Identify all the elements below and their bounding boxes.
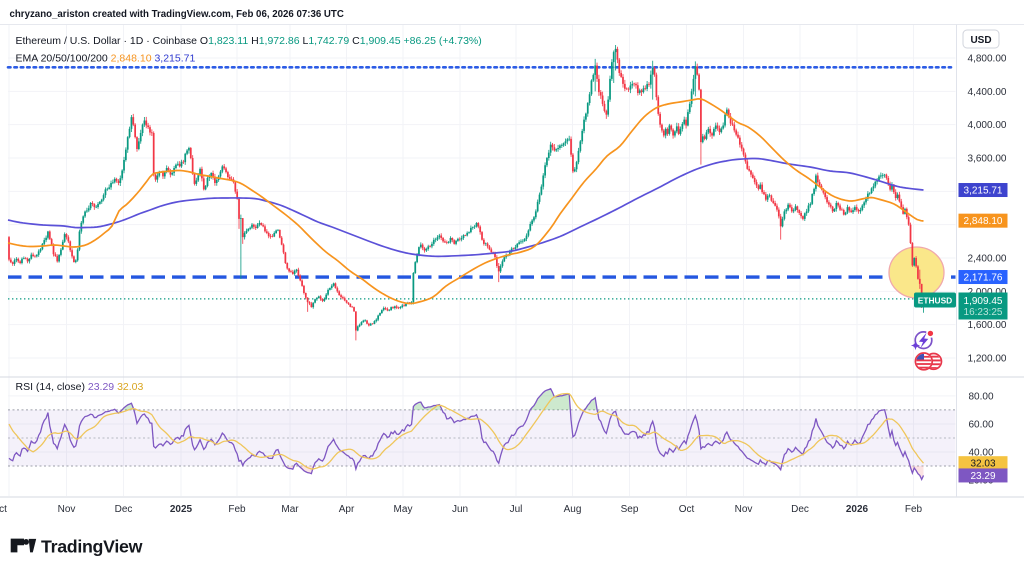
svg-text:Aug: Aug — [564, 504, 582, 515]
svg-text:Jun: Jun — [452, 504, 468, 515]
svg-text:EMA 20/50/100/200 2,848.10 3,: EMA 20/50/100/200 2,848.10 3,215.71 — [16, 53, 196, 65]
svg-text:Ethereum / U.S. Dollar · 1D ·: Ethereum / U.S. Dollar · 1D · Coinbase O… — [16, 35, 482, 47]
svg-text:May: May — [394, 504, 413, 515]
svg-text:RSI (14, close) 23.29 32.03: RSI (14, close) 23.29 32.03 — [16, 381, 144, 393]
svg-text:2,171.76: 2,171.76 — [964, 273, 1003, 284]
svg-text:2,000.00: 2,000.00 — [968, 287, 1007, 298]
svg-text:1,200.00: 1,200.00 — [968, 354, 1007, 365]
svg-text:chryzano_ariston created with: chryzano_ariston created with TradingVie… — [10, 9, 344, 20]
svg-text:40.00: 40.00 — [968, 448, 993, 459]
svg-text:Nov: Nov — [735, 504, 753, 515]
svg-text:23.29: 23.29 — [970, 471, 995, 482]
svg-text:Feb: Feb — [228, 504, 246, 515]
svg-text:4,800.00: 4,800.00 — [968, 54, 1007, 65]
svg-text:TradingView: TradingView — [41, 537, 143, 557]
svg-text:ETHUSD: ETHUSD — [918, 296, 952, 306]
svg-text:Apr: Apr — [339, 504, 355, 515]
svg-text:Dec: Dec — [791, 504, 809, 515]
svg-text:Sep: Sep — [621, 504, 639, 515]
svg-text:1,909.45: 1,909.45 — [964, 296, 1003, 307]
svg-text:80.00: 80.00 — [968, 391, 993, 402]
svg-text:2,400.00: 2,400.00 — [968, 254, 1007, 265]
svg-text:60.00: 60.00 — [968, 419, 993, 430]
svg-text:3,215.71: 3,215.71 — [964, 186, 1003, 197]
svg-text:4,000.00: 4,000.00 — [968, 120, 1007, 131]
svg-text:Feb: Feb — [905, 504, 923, 515]
svg-text:Mar: Mar — [281, 504, 299, 515]
svg-text:2025: 2025 — [170, 504, 193, 515]
svg-text:Dec: Dec — [115, 504, 133, 515]
svg-text:32.03: 32.03 — [970, 459, 995, 470]
svg-text:2026: 2026 — [846, 504, 869, 515]
svg-text:Jul: Jul — [510, 504, 523, 515]
svg-text:Oct: Oct — [679, 504, 695, 515]
svg-text:ct: ct — [0, 504, 7, 515]
svg-text:3,600.00: 3,600.00 — [968, 154, 1007, 165]
svg-text:USD: USD — [970, 35, 991, 46]
svg-text:1,600.00: 1,600.00 — [968, 320, 1007, 331]
svg-text:16:23:25: 16:23:25 — [964, 307, 1003, 318]
svg-text:2,848.10: 2,848.10 — [964, 216, 1003, 227]
svg-text:4,400.00: 4,400.00 — [968, 87, 1007, 98]
svg-text:Nov: Nov — [58, 504, 76, 515]
